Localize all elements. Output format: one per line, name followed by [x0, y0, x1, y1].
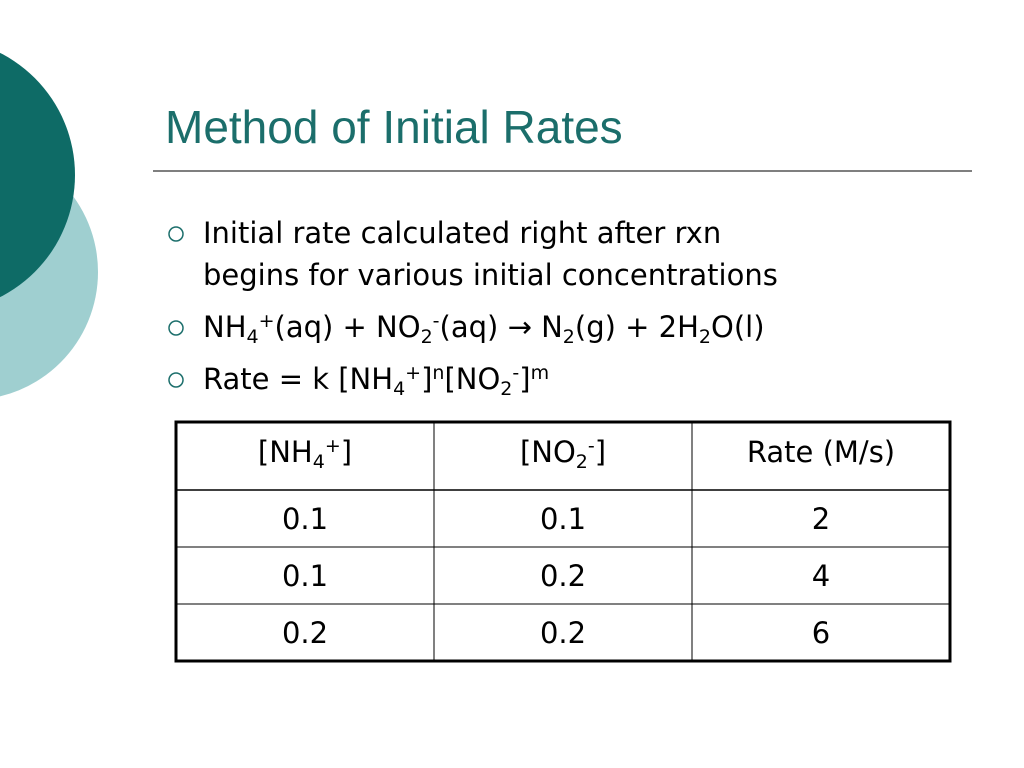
- rich-text: Rate (M/s): [747, 435, 895, 469]
- table-cell: 0.1: [540, 502, 586, 536]
- table-cell: 2: [812, 502, 830, 536]
- subscript: 4: [247, 326, 259, 348]
- text-run: [NO: [444, 362, 500, 396]
- subscript: 2: [576, 451, 588, 473]
- superscript: -: [588, 435, 595, 457]
- text-run: Initial rate calculated right after rxn: [203, 216, 721, 250]
- text-run: [NO: [520, 435, 576, 469]
- bullet-marker: [168, 226, 184, 242]
- text-run: Rate = k [NH: [203, 362, 393, 396]
- text-run: Rate (M/s): [747, 435, 895, 469]
- rich-text: Rate = k [NH4+]n[NO2-]m: [203, 362, 549, 400]
- rich-text: [NH4+]: [258, 435, 352, 473]
- table-grid: [174, 420, 952, 663]
- text-run: ]: [341, 435, 352, 469]
- table-cell: 0.2: [540, 616, 586, 650]
- table-border: [174, 420, 952, 663]
- table-cell: 0.2: [282, 616, 328, 650]
- text-run: N: [532, 310, 563, 344]
- decor-circle-dark: [0, 52, 75, 298]
- text-run: NH: [203, 310, 247, 344]
- slide-title: Method of Initial Rates: [165, 101, 623, 153]
- subscript: 2: [500, 378, 512, 400]
- text-run: ]: [595, 435, 606, 469]
- subscript: 4: [393, 378, 405, 400]
- table-cell: 0.1: [282, 502, 328, 536]
- superscript: +: [405, 362, 421, 384]
- superscript: +: [325, 435, 341, 457]
- table-cell: 0.2: [540, 559, 586, 593]
- text-run: [NH: [258, 435, 313, 469]
- text-run: begins for various initial concentration…: [203, 258, 778, 292]
- text-run: (aq) + NO: [275, 310, 421, 344]
- bullet-marker: [168, 372, 184, 388]
- superscript: -: [512, 362, 519, 384]
- rich-text: NH4+(aq) + NO2-(aq) → N2(g) + 2H2O(l): [203, 310, 765, 348]
- rich-text: Initial rate calculated right after rxn: [203, 216, 721, 250]
- text-run: ]: [421, 362, 432, 396]
- superscript: m: [531, 362, 550, 384]
- text-run: →: [508, 310, 532, 344]
- table-cell: 0.1: [282, 559, 328, 593]
- text-run: ]: [519, 362, 530, 396]
- bullet-marker: [168, 320, 184, 336]
- text-run: (aq): [440, 310, 508, 344]
- subscript: 4: [313, 451, 325, 473]
- table-cell: 4: [812, 559, 830, 593]
- rich-text: begins for various initial concentration…: [203, 258, 778, 292]
- subscript: 2: [563, 326, 575, 348]
- superscript: +: [259, 310, 275, 332]
- subscript: 2: [699, 326, 711, 348]
- subscript: 2: [421, 326, 433, 348]
- text-run: O(l): [711, 310, 765, 344]
- table-cell: 6: [812, 616, 830, 650]
- text-run: (g) + 2H: [575, 310, 699, 344]
- superscript: -: [433, 310, 440, 332]
- superscript: n: [432, 362, 444, 384]
- rich-text: [NO2-]: [520, 435, 606, 473]
